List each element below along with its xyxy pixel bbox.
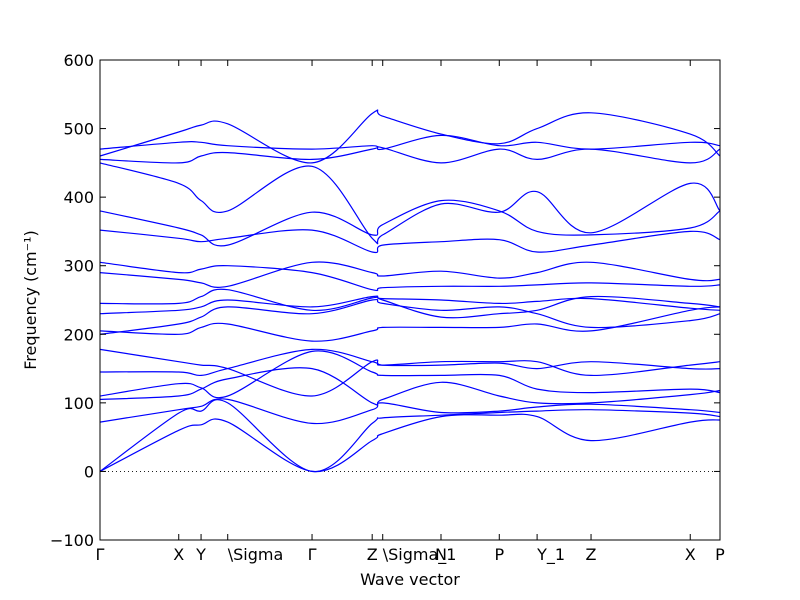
- x-tick-label: Y_1: [536, 545, 565, 565]
- x-tick-label: X: [173, 545, 184, 564]
- phonon-band-13: [99, 261, 721, 292]
- phonon-band-9: [99, 306, 721, 342]
- phonon-band-2: [99, 399, 721, 473]
- phonon-band-1: [99, 413, 721, 473]
- y-axis-ticks: −100 0 100 200 300 400 500 600: [50, 51, 720, 550]
- y-tick-label: 300: [63, 257, 94, 276]
- phonon-band-11: [99, 288, 721, 311]
- phonon-band-10: [99, 295, 721, 319]
- x-axis-ticks: Γ X Y \Sigma Γ Z \Sigma_1N P Y_1 Z X P: [96, 60, 725, 565]
- x-tick-label: \Sigma: [228, 545, 284, 564]
- y-tick-label: −100: [50, 531, 94, 550]
- phonon-band-12: [99, 261, 721, 288]
- plot-frame: [99, 59, 721, 541]
- x-tick-label: Γ: [96, 545, 105, 564]
- phonon-bands: [99, 109, 721, 473]
- x-tick-label: X: [685, 545, 696, 564]
- x-axis-label: Wave vector: [360, 570, 460, 589]
- phonon-band-6: [99, 348, 721, 377]
- y-tick-label: 200: [63, 325, 94, 344]
- phonon-band-5: [99, 350, 721, 399]
- x-tick-label: Y: [195, 545, 206, 564]
- x-tick-label: Z: [367, 545, 378, 564]
- phonon-band-19: [99, 109, 721, 164]
- y-tick-label: 600: [63, 51, 94, 70]
- x-tick-label: N: [435, 545, 447, 564]
- y-tick-label: 100: [63, 394, 94, 413]
- phonon-band-16: [99, 162, 721, 245]
- phonon-band-18: [99, 134, 721, 151]
- phonon-band-15: [99, 199, 721, 247]
- x-tick-label: P: [715, 545, 725, 564]
- y-axis-label: Frequency (cm⁻¹): [21, 230, 40, 369]
- x-tick-label: \Sigma_1: [383, 545, 457, 565]
- phonon-band-8: [99, 298, 721, 335]
- x-tick-label: P: [494, 545, 504, 564]
- y-tick-label: 0: [84, 462, 94, 481]
- phonon-band-7: [99, 348, 721, 397]
- phonon-band-14: [99, 229, 721, 254]
- phonon-band-17: [99, 146, 721, 164]
- phonon-band-4: [99, 367, 721, 406]
- x-tick-label: Z: [586, 545, 597, 564]
- y-tick-label: 400: [63, 188, 94, 207]
- phonon-band-3: [99, 398, 721, 425]
- y-tick-label: 500: [63, 120, 94, 139]
- x-tick-label: Γ: [308, 545, 317, 564]
